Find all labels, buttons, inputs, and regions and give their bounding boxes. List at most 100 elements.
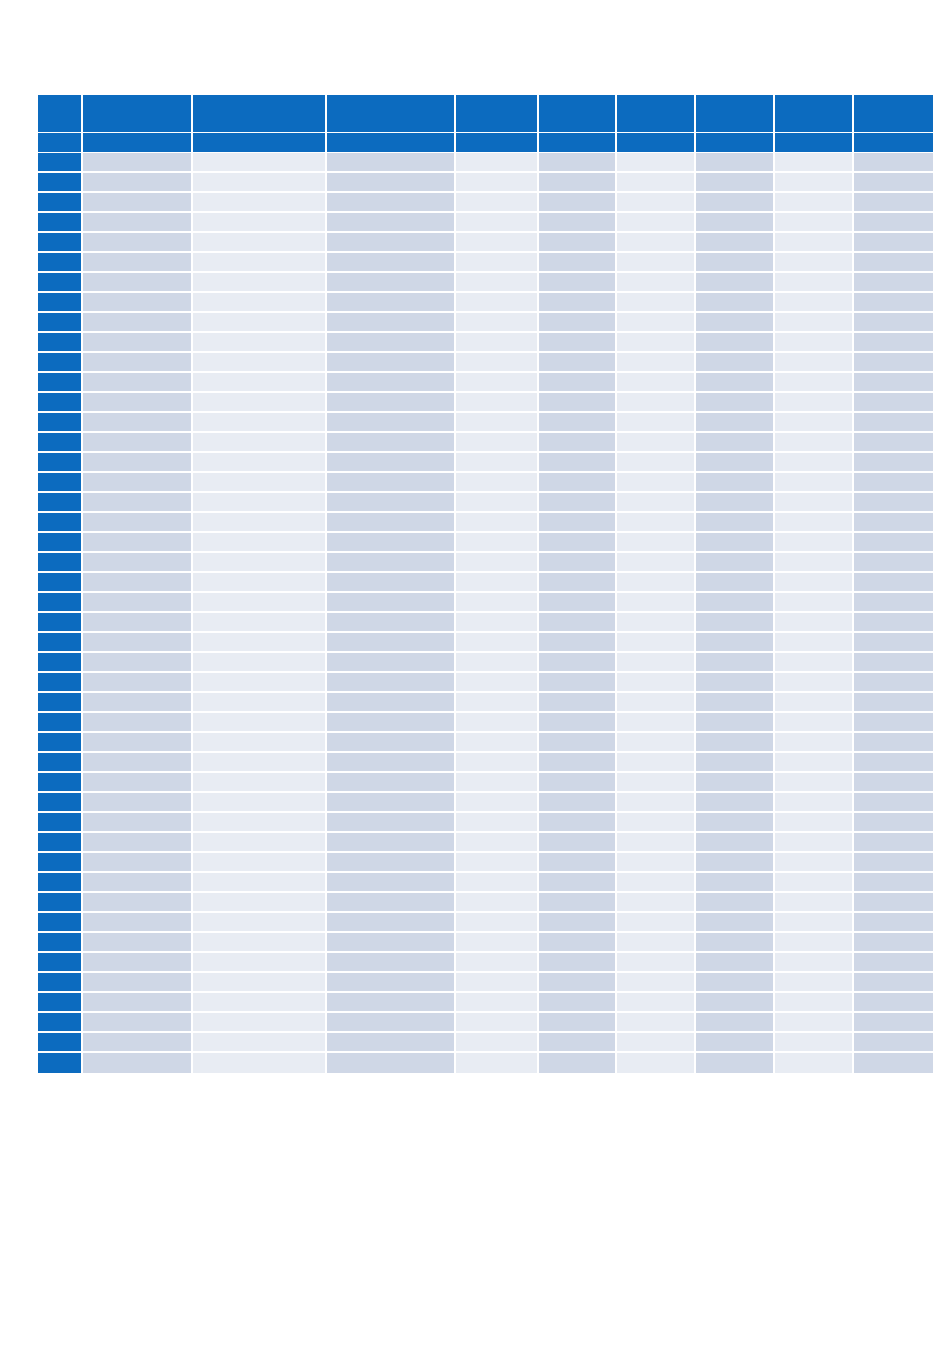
table-cell (854, 893, 933, 911)
table-cell (696, 933, 773, 951)
table-cell (854, 573, 933, 591)
table-cell (854, 733, 933, 751)
table-cell (696, 793, 773, 811)
table-cell (617, 493, 694, 511)
table-cell (696, 853, 773, 871)
table-cell (854, 1033, 933, 1051)
table-cell (456, 933, 537, 951)
table-cell (617, 853, 694, 871)
table-cell (775, 733, 852, 751)
table-cell (327, 173, 454, 191)
table-cell (83, 1053, 191, 1073)
table-cell (539, 633, 615, 651)
table-cell (327, 273, 454, 291)
table-cell (83, 473, 191, 491)
table-cell (456, 333, 537, 351)
header-cell (696, 133, 773, 152)
table-cell (854, 1053, 933, 1073)
table-cell (696, 893, 773, 911)
table-cell (83, 433, 191, 451)
table-cell (775, 473, 852, 491)
table-cell (854, 433, 933, 451)
table-cell (854, 273, 933, 291)
table-cell (696, 233, 773, 251)
table-cell (775, 513, 852, 531)
table-cell (456, 173, 537, 191)
table-cell (696, 993, 773, 1011)
table-cell (193, 453, 325, 471)
table-cell (854, 873, 933, 891)
table-cell (456, 713, 537, 731)
table-cell (456, 533, 537, 551)
table-cell (539, 253, 615, 271)
table-cell (327, 473, 454, 491)
table-cell (327, 873, 454, 891)
table-cell (617, 893, 694, 911)
table-cell (539, 653, 615, 671)
table-cell (617, 193, 694, 211)
table-cell (775, 1053, 852, 1073)
table-cell (456, 613, 537, 631)
table-cell (854, 1013, 933, 1031)
table-cell (539, 473, 615, 491)
table-cell (696, 533, 773, 551)
table-cell (539, 273, 615, 291)
table-cell (327, 653, 454, 671)
table-cell (327, 813, 454, 831)
table-cell (539, 573, 615, 591)
table-cell (854, 833, 933, 851)
table-cell (617, 613, 694, 631)
table-cell (775, 973, 852, 991)
table-cell (456, 813, 537, 831)
table-cell (539, 713, 615, 731)
table-cell (854, 613, 933, 631)
table-cell (327, 593, 454, 611)
table-cell (327, 913, 454, 931)
table-cell (617, 693, 694, 711)
table-cell (327, 933, 454, 951)
table-cell (775, 833, 852, 851)
table-cell (193, 653, 325, 671)
table-cell (539, 513, 615, 531)
table-cell (696, 433, 773, 451)
table-cell (456, 233, 537, 251)
row-header-cell (38, 533, 81, 551)
table-cell (775, 493, 852, 511)
table-cell (539, 453, 615, 471)
row-header-cell (38, 473, 81, 491)
table-cell (83, 233, 191, 251)
table-cell (539, 393, 615, 411)
table-cell (617, 793, 694, 811)
table-cell (539, 173, 615, 191)
table-cell (696, 173, 773, 191)
table-cell (327, 693, 454, 711)
table-cell (696, 733, 773, 751)
table-cell (696, 313, 773, 331)
table-cell (327, 373, 454, 391)
table-cell (327, 973, 454, 991)
table-cell (775, 993, 852, 1011)
table-cell (539, 153, 615, 171)
table-cell (193, 373, 325, 391)
table-cell (854, 513, 933, 531)
row-header-cell (38, 733, 81, 751)
header-cell (617, 95, 694, 132)
header-cell (327, 133, 454, 152)
table-cell (83, 1013, 191, 1031)
table-cell (854, 353, 933, 371)
header-cell (617, 133, 694, 152)
table-cell (83, 813, 191, 831)
table-cell (456, 513, 537, 531)
row-header-cell (38, 953, 81, 971)
table-cell (617, 773, 694, 791)
table-cell (456, 273, 537, 291)
table-cell (617, 953, 694, 971)
row-header-cell (38, 673, 81, 691)
table-cell (327, 953, 454, 971)
table-cell (83, 933, 191, 951)
table-cell (456, 553, 537, 571)
table-cell (193, 1013, 325, 1031)
table-cell (327, 153, 454, 171)
table-cell (456, 753, 537, 771)
table-cell (775, 693, 852, 711)
